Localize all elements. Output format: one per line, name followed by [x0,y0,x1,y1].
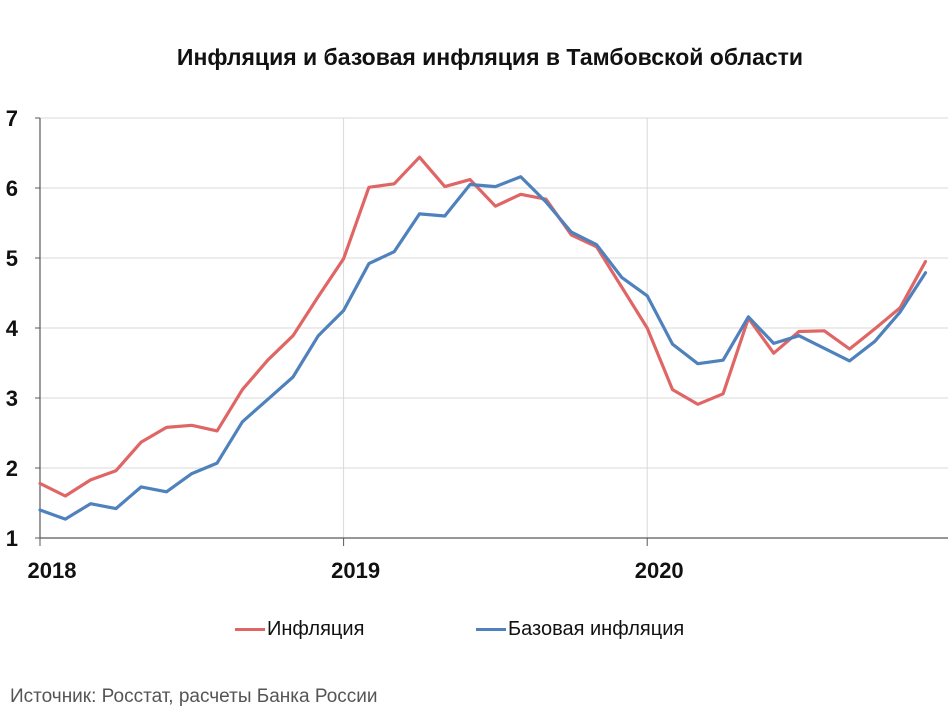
series-line-0 [38,155,928,498]
chart-title: Инфляция и базовая инфляция в Тамбовской… [176,44,804,70]
source-note: Источник: Росстат, расчеты Банка России [10,686,378,707]
legend-item-core-inflation: Базовая инфляция [476,618,684,641]
legend-item-inflation: Инфляция [235,618,364,641]
y-tick-label: 4 [6,316,19,341]
series-line-1 [38,175,928,521]
y-tick-label: 5 [6,246,18,271]
legend: Инфляция Базовая инфляция [0,618,950,644]
legend-label-core-inflation: Базовая инфляция [508,618,685,640]
axes [35,117,948,546]
y-tick-label: 1 [6,526,18,551]
y-tick-label: 3 [6,386,18,411]
gridlines [40,117,948,538]
legend-swatch-core-inflation [476,628,506,631]
x-tick-label: 2018 [28,558,77,583]
x-tick-label: 2019 [331,558,380,583]
legend-label-inflation: Инфляция [267,618,365,640]
line-chart: 1 2 3 4 5 6 7 2018 2019 2020 [6,106,948,583]
legend-swatch-inflation [235,628,265,631]
y-tick-label: 7 [6,106,18,131]
x-tick-label: 2020 [635,558,684,583]
y-tick-label: 6 [6,176,18,201]
x-tick-labels: 2018 2019 2020 [28,558,684,583]
y-tick-labels: 1 2 3 4 5 6 7 [6,106,19,551]
series-lines [38,155,928,521]
y-tick-label: 2 [6,456,18,481]
